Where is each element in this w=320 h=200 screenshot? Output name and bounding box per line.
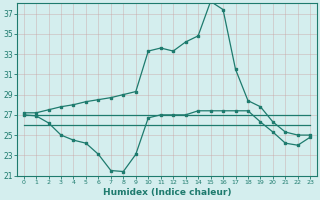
X-axis label: Humidex (Indice chaleur): Humidex (Indice chaleur) <box>103 188 231 197</box>
